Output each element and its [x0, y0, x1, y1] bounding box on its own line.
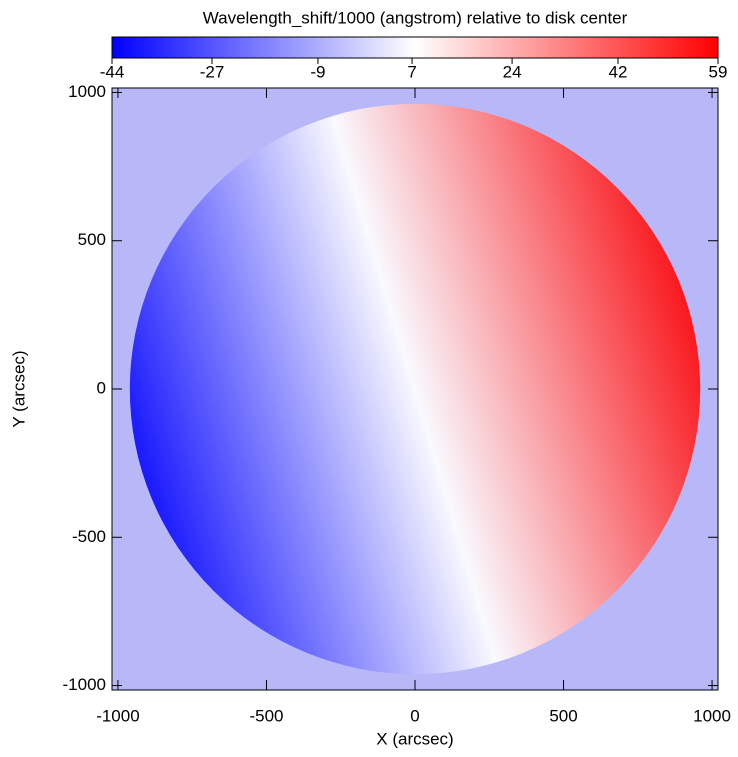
x-tick-label: -500 — [249, 706, 283, 725]
x-tick-label: 0 — [410, 706, 419, 725]
colorbar — [111, 36, 719, 59]
y-tick-label: 0 — [97, 378, 106, 397]
chart-title: Wavelength_shift/1000 (angstrom) relativ… — [203, 8, 628, 27]
colorbar-tick-label: 59 — [709, 62, 728, 81]
y-tick-label: -500 — [72, 527, 106, 546]
colorbar-tick-label: 42 — [609, 62, 628, 81]
colorbar-tick-label: 7 — [407, 62, 416, 81]
colorbar-tick-label: -27 — [200, 62, 225, 81]
colorbar-tick-label: -9 — [310, 62, 325, 81]
y-tick-label: 1000 — [68, 82, 106, 101]
x-axis-label: X (arcsec) — [376, 729, 453, 748]
x-tick-label: 1000 — [693, 706, 731, 725]
y-tick-label: 500 — [78, 230, 106, 249]
x-tick-label: -1000 — [96, 706, 139, 725]
colorbar-tick-label: 24 — [503, 62, 522, 81]
x-tick-label: 500 — [549, 706, 577, 725]
y-tick-label: -1000 — [63, 675, 106, 694]
y-axis-label: Y (arcsec) — [9, 350, 28, 427]
solar-disk — [129, 103, 701, 675]
colorbar-tick-label: -44 — [100, 62, 125, 81]
